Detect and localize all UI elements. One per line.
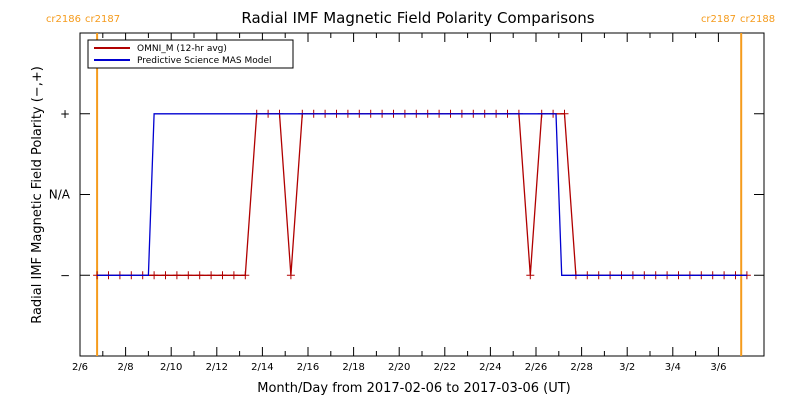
y-axis: − N/A +	[49, 107, 764, 282]
y-tick-label: +	[60, 107, 70, 121]
chart-title: Radial IMF Magnetic Field Polarity Compa…	[241, 9, 594, 27]
x-tick-label: 2/20	[388, 362, 410, 373]
carrington-markers	[96, 33, 743, 356]
x-tick-label: 2/10	[160, 362, 182, 373]
series-group	[93, 109, 751, 280]
x-tick-label: 3/2	[619, 362, 635, 373]
x-axis: 2/6 2/8 2/10 2/12 2/14 2/16 2/18 2/20 2/22 2/24 2/…	[72, 33, 765, 373]
series-line-1	[97, 113, 747, 276]
legend-box	[87, 39, 294, 69]
x-tick-label: 3/6	[710, 362, 726, 373]
x-tick-label: 2/14	[251, 362, 273, 373]
series-line-0	[97, 113, 747, 276]
x-tick-label: 2/16	[297, 362, 319, 373]
x-tick-label: 2/8	[118, 362, 134, 373]
y-tick-label: N/A	[49, 188, 71, 202]
x-tick-label: 2/18	[342, 362, 364, 373]
cr-label-left-2: cr2187	[701, 14, 736, 25]
x-tick-label: 3/4	[665, 362, 681, 373]
plot-frame	[79, 32, 765, 357]
legend-label-mas: Predictive Science MAS Model	[137, 56, 272, 66]
x-tick-label: 2/28	[570, 362, 592, 373]
x-tick-label: 2/22	[434, 362, 456, 373]
legend: OMNI_M (12-hr avg) Predictive Science MA…	[87, 39, 294, 69]
x-tick-label: 2/12	[206, 362, 228, 373]
x-tick-label: 2/24	[479, 362, 501, 373]
cr-label-right-2: cr2188	[740, 14, 775, 25]
x-tick-label: 2/26	[525, 362, 547, 373]
cr-label-left-1: cr2186	[46, 14, 81, 25]
y-tick-label: −	[60, 268, 70, 282]
cr-label-right-1: cr2187	[85, 14, 120, 25]
legend-label-omni: OMNI_M (12-hr avg)	[137, 44, 227, 54]
x-tick-label: 2/6	[72, 362, 88, 373]
x-axis-label: Month/Day from 2017-02-06 to 2017-03-06 …	[257, 381, 570, 396]
y-axis-label: Radial IMF Magnetic Field Polarity (−,+)	[30, 66, 45, 324]
